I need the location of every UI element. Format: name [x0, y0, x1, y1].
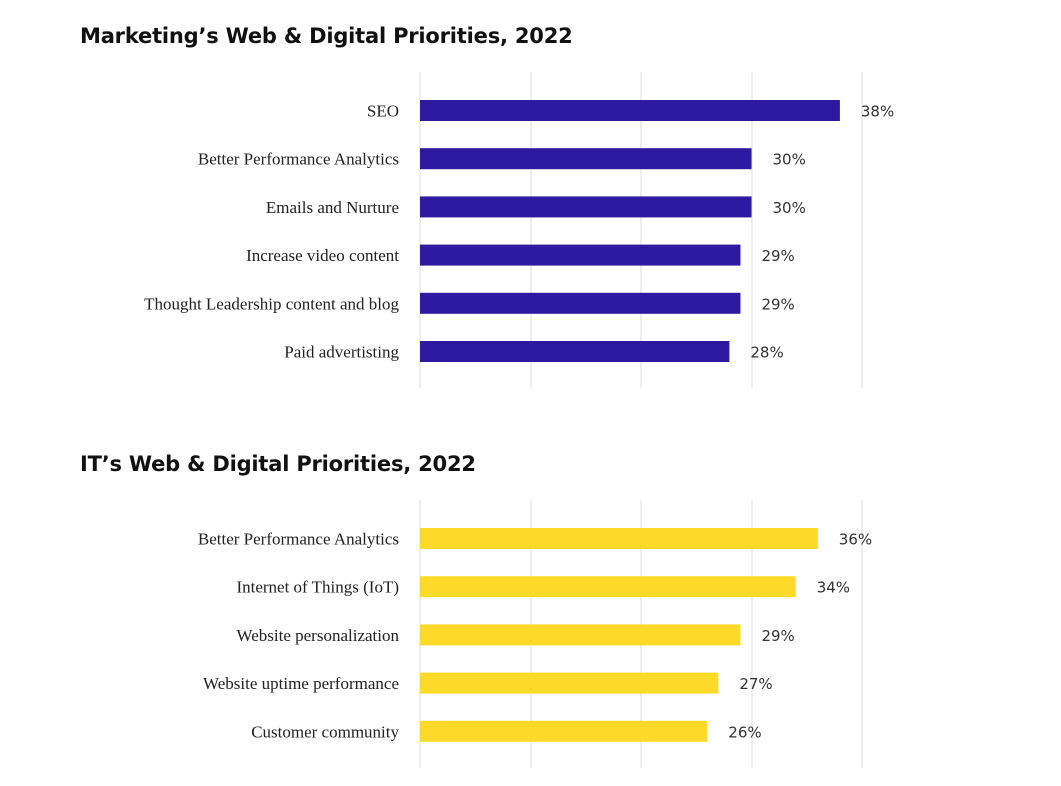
it-value-label: 27%	[739, 675, 772, 693]
marketing-category-label: Emails and Nurture	[266, 198, 399, 217]
it-priorities-chart: Better Performance Analytics 36% Internet …	[198, 500, 872, 768]
marketing-chart-title: Marketing’s Web & Digital Priorities, 20…	[80, 24, 573, 48]
marketing-priorities-chart: SEO 38% Better Performance Analytics 30% Ema…	[144, 72, 894, 388]
it-bar	[420, 576, 796, 598]
it-value-label: 34%	[817, 579, 850, 597]
it-bar	[420, 528, 818, 549]
it-category-label: Better Performance Analytics	[198, 530, 399, 549]
it-value-label: 29%	[761, 627, 794, 645]
marketing-bar	[420, 244, 741, 266]
it-bar	[420, 624, 741, 646]
marketing-value-label: 30%	[773, 151, 806, 169]
it-chart-title: IT’s Web & Digital Priorities, 2022	[80, 452, 476, 476]
it-value-label: 36%	[839, 531, 872, 549]
marketing-value-label: 30%	[773, 199, 806, 217]
it-category-label: Website uptime performance	[203, 674, 399, 693]
marketing-value-label: 29%	[761, 247, 794, 265]
it-value-label: 26%	[728, 723, 761, 741]
marketing-value-label: 38%	[861, 103, 894, 121]
marketing-bar	[420, 196, 752, 218]
marketing-bar	[420, 292, 741, 314]
it-category-label: Internet of Things (IoT)	[236, 578, 399, 597]
marketing-value-label: 28%	[750, 344, 783, 362]
marketing-category-label: Paid advertisting	[284, 343, 399, 362]
marketing-bar	[420, 100, 840, 121]
it-category-label: Customer community	[251, 722, 399, 741]
marketing-category-label: SEO	[367, 102, 399, 121]
marketing-category-label: Better Performance Analytics	[198, 150, 399, 169]
marketing-bar	[420, 148, 752, 170]
it-bar	[420, 720, 708, 742]
marketing-value-label: 29%	[761, 295, 794, 313]
marketing-category-label: Thought Leadership content and blog	[144, 294, 399, 313]
marketing-bar	[420, 341, 730, 362]
it-category-label: Website personalization	[237, 626, 400, 645]
marketing-category-label: Increase video content	[246, 246, 399, 265]
it-bar	[420, 672, 719, 694]
